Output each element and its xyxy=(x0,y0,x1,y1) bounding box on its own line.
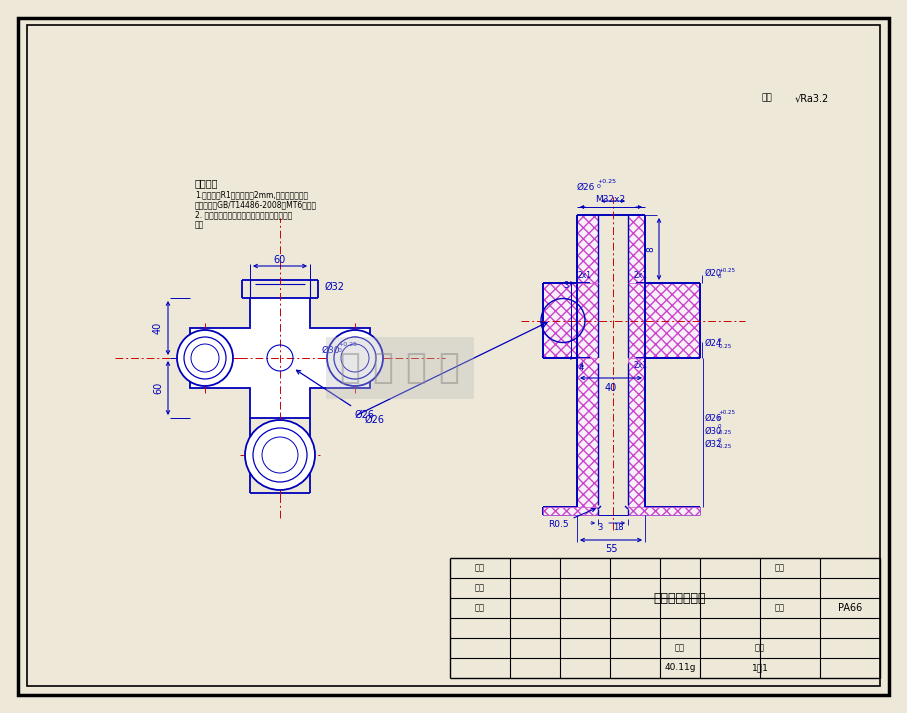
Text: 图 文 设 计: 图 文 设 计 xyxy=(340,351,460,385)
Bar xyxy=(628,358,645,507)
Text: M32x2: M32x2 xyxy=(595,195,625,203)
Text: 2x1: 2x1 xyxy=(634,270,648,279)
Text: Ø20: Ø20 xyxy=(705,269,722,278)
Text: 40.11g: 40.11g xyxy=(664,664,696,672)
Bar xyxy=(628,283,645,358)
Circle shape xyxy=(327,330,383,386)
Text: 60: 60 xyxy=(153,382,163,394)
Text: 出图: 出图 xyxy=(755,644,765,652)
Bar xyxy=(577,358,598,507)
Bar xyxy=(577,283,598,358)
Text: 18: 18 xyxy=(613,523,623,531)
Text: 0: 0 xyxy=(597,184,600,189)
Circle shape xyxy=(177,330,233,386)
Text: 60: 60 xyxy=(274,255,286,265)
Text: 40: 40 xyxy=(153,322,163,334)
Text: 1.未注圆角R1，未注壁厚2mm,未注公差尺寸的: 1.未注圆角R1，未注壁厚2mm,未注公差尺寸的 xyxy=(195,190,308,200)
Text: 0: 0 xyxy=(718,337,721,342)
Bar xyxy=(577,215,598,283)
Text: 8: 8 xyxy=(647,246,656,252)
Text: 1：1: 1：1 xyxy=(752,664,768,672)
Bar xyxy=(598,215,628,283)
Bar xyxy=(628,215,645,283)
Bar xyxy=(598,358,628,507)
Text: 图号: 图号 xyxy=(775,563,785,573)
Text: 校对: 校对 xyxy=(475,583,485,593)
Text: 4: 4 xyxy=(579,364,583,372)
Text: Ø26: Ø26 xyxy=(577,183,595,192)
Text: 3: 3 xyxy=(563,281,569,290)
Bar xyxy=(598,507,628,515)
Text: -0.25: -0.25 xyxy=(718,430,732,435)
Text: -0.25: -0.25 xyxy=(718,344,732,349)
Text: Ø32: Ø32 xyxy=(705,440,722,449)
Text: 0: 0 xyxy=(718,275,721,279)
Text: 重量: 重量 xyxy=(675,644,685,652)
Text: 技术要求: 技术要求 xyxy=(195,178,219,188)
Text: √Ra3.2: √Ra3.2 xyxy=(795,93,829,103)
Text: 0: 0 xyxy=(718,424,721,429)
Circle shape xyxy=(245,420,315,490)
Text: +0.25: +0.25 xyxy=(338,342,357,347)
Text: 3: 3 xyxy=(598,523,602,531)
Text: 设计: 设计 xyxy=(475,563,485,573)
Text: 材料: 材料 xyxy=(775,603,785,612)
Text: Ø24: Ø24 xyxy=(705,339,722,348)
Text: Ø30: Ø30 xyxy=(322,346,340,354)
Text: 0: 0 xyxy=(338,349,342,354)
Text: 极限偏差按GB/T14486-2008的MT6选取；: 极限偏差按GB/T14486-2008的MT6选取； xyxy=(195,200,317,210)
Text: +0.25: +0.25 xyxy=(718,410,735,415)
Text: +0.25: +0.25 xyxy=(597,179,616,184)
Text: PA66: PA66 xyxy=(838,603,863,613)
Text: 陷。: 陷。 xyxy=(195,220,204,230)
Text: Ø30: Ø30 xyxy=(705,427,722,436)
Text: 未注: 未注 xyxy=(762,93,773,103)
Bar xyxy=(543,507,598,515)
Bar xyxy=(628,507,700,515)
Bar xyxy=(598,283,628,358)
Text: 40: 40 xyxy=(605,383,617,393)
Text: Ø32: Ø32 xyxy=(325,282,345,292)
Bar xyxy=(543,283,577,358)
Text: 多向通道管接头: 多向通道管接头 xyxy=(654,592,707,605)
Text: R0.5: R0.5 xyxy=(548,508,595,529)
Text: Ø26: Ø26 xyxy=(705,414,722,423)
Text: 2x1: 2x1 xyxy=(634,361,648,371)
Text: -0.25: -0.25 xyxy=(718,444,732,449)
Text: 2x1: 2x1 xyxy=(578,270,592,279)
Polygon shape xyxy=(190,298,370,418)
Text: +0.25: +0.25 xyxy=(718,269,735,274)
Text: 2. 零件表面要求光滑，无明显毛刺，脱胶等缺: 2. 零件表面要求光滑，无明显毛刺，脱胶等缺 xyxy=(195,210,292,220)
Text: 0: 0 xyxy=(718,438,721,443)
Text: 0: 0 xyxy=(718,416,721,421)
Text: 审核: 审核 xyxy=(475,603,485,612)
Bar xyxy=(645,283,700,358)
Text: 55: 55 xyxy=(605,544,618,554)
Text: Ø26: Ø26 xyxy=(365,415,385,425)
Text: Ø26: Ø26 xyxy=(297,370,375,420)
